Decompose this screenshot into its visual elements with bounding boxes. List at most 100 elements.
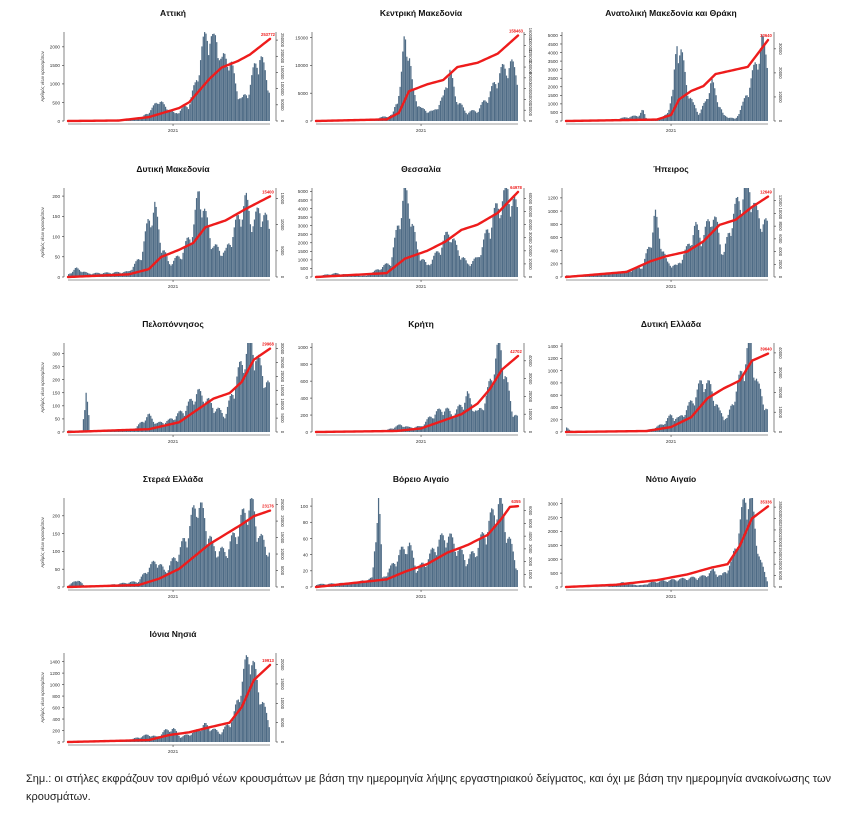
daily-cases-bar [204,32,206,121]
daily-cases-bar [633,268,635,277]
daily-cases-bar [500,215,502,277]
chart-panel: Κεντρική Μακεδονία 0 5000 10000 15000 0 20000 4… [295,8,546,148]
daily-cases-bar [190,97,192,121]
daily-cases-bar [251,75,253,121]
daily-cases-bar [754,528,756,587]
daily-cases-bar [181,737,183,742]
y-tick-label: 3500 [298,215,309,220]
daily-cases-bar [715,95,717,121]
daily-cases-bar [491,508,493,587]
cumulative-end-label: 29968 [262,342,274,347]
daily-cases-bar [156,567,159,587]
daily-cases-bar [164,571,167,587]
y2-tick-label: 50000 [280,99,285,111]
daily-cases-bar [399,424,401,432]
daily-cases-bar [673,69,675,121]
chart-panel: Βόρειο Αιγαίο 0 20 40 60 80 100 0 1000 2000 3000 40… [296,474,546,614]
daily-cases-bar [82,419,85,432]
daily-cases-bar [495,525,497,587]
daily-cases-bar [222,252,225,277]
daily-cases-bar [641,268,643,277]
y2-tick-label: 30000 [778,367,783,379]
daily-cases-bar [143,241,145,277]
daily-cases-bar [166,572,168,587]
daily-cases-bar [371,577,373,587]
daily-cases-bar [183,246,186,277]
daily-cases-bar [252,67,254,121]
daily-cases-bar [615,272,618,277]
daily-cases-bar [591,275,593,277]
daily-cases-bar [706,221,708,277]
daily-cases-bar [511,59,513,121]
daily-cases-bar [714,88,716,121]
daily-cases-bar [209,535,211,587]
daily-cases-bar [202,210,204,277]
chart-svg: 0 500 1000 1500 2000 2500 3000 3500 4000 4500 5000… [548,32,783,133]
daily-cases-bar [261,57,264,121]
daily-cases-bar [452,418,454,432]
daily-cases-bar [85,272,87,277]
daily-cases-bar [236,544,238,587]
daily-cases-bar [225,724,227,742]
daily-cases-bar [626,584,628,587]
daily-cases-bar [456,409,458,432]
daily-cases-bar [515,568,517,587]
daily-cases-bar [140,260,142,277]
daily-cases-bar [412,557,415,587]
daily-cases-bar [239,361,241,432]
daily-cases-bar [693,577,696,587]
daily-cases-bar [470,404,473,432]
daily-cases-bar [222,729,225,742]
daily-cases-bar [722,416,724,432]
daily-cases-bar [224,726,226,742]
y2-tick-label: 8000 [778,221,783,231]
y2-tick-label: 250000 [280,33,285,48]
daily-cases-bar [710,570,712,587]
daily-cases-bar [468,264,470,277]
daily-cases-bar [407,203,409,277]
daily-cases-bar [515,75,517,121]
daily-cases-bar [743,381,745,432]
daily-cases-bar [515,199,517,277]
daily-cases-bar [660,248,662,277]
daily-cases-bar [496,203,498,277]
daily-cases-bar [491,227,493,277]
y2-tick-label: 20000 [528,104,533,116]
daily-cases-bar [644,258,646,277]
daily-cases-bar [683,578,685,587]
daily-cases-bar [671,579,673,587]
daily-cases-bar [731,404,733,432]
daily-cases-bar [185,734,187,742]
daily-cases-bar [634,115,636,121]
daily-cases-bar [218,408,221,432]
y-tick-label: 200 [550,262,558,267]
daily-cases-bar [237,215,239,277]
daily-cases-bar [142,251,144,277]
daily-cases-bar [433,110,435,121]
daily-cases-bar [679,55,681,122]
y-tick-label: 100 [52,404,60,409]
y2-tick-label: 15000 [280,384,285,396]
y2-tick-label: 15000 [280,193,285,205]
chart-title: Πελοπόννησος [142,319,204,329]
daily-cases-bar [417,249,419,277]
daily-cases-bar [143,573,145,587]
daily-cases-bar [381,577,384,587]
y-tick-label: 5000 [298,189,309,194]
daily-cases-bar [166,256,168,277]
daily-cases-bar [653,581,655,587]
daily-cases-bar [648,583,650,587]
y2-tick-label: 40000 [528,94,533,106]
daily-cases-bar [396,225,399,277]
daily-cases-bar [606,273,608,277]
daily-cases-bar [761,34,763,121]
daily-cases-bar [508,204,510,277]
daily-cases-bar [503,516,505,587]
daily-cases-bar [681,577,684,587]
daily-cases-bar [680,578,682,587]
daily-cases-bar [261,535,264,587]
daily-cases-bar [400,425,403,432]
daily-cases-bar [708,93,710,121]
daily-cases-bar [78,269,81,277]
y-tick-label: 0 [57,119,60,124]
